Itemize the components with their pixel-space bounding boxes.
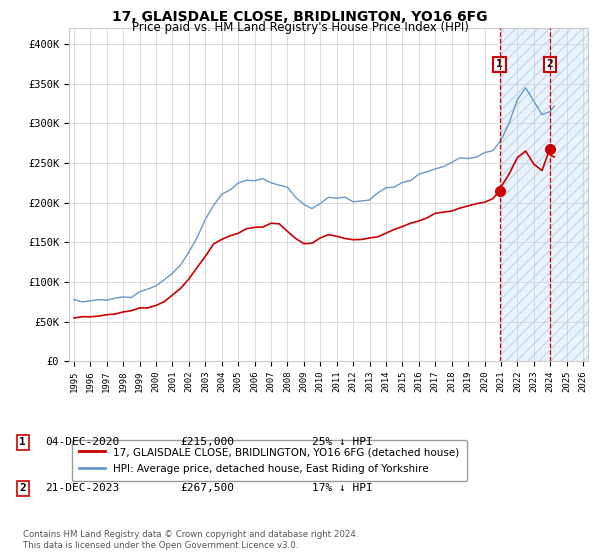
Text: £215,000: £215,000 <box>180 437 234 447</box>
Text: 2: 2 <box>547 59 553 69</box>
Text: 2: 2 <box>19 483 26 493</box>
Legend: 17, GLAISDALE CLOSE, BRIDLINGTON, YO16 6FG (detached house), HPI: Average price,: 17, GLAISDALE CLOSE, BRIDLINGTON, YO16 6… <box>71 440 467 481</box>
Text: 17, GLAISDALE CLOSE, BRIDLINGTON, YO16 6FG: 17, GLAISDALE CLOSE, BRIDLINGTON, YO16 6… <box>112 10 488 24</box>
Text: This data is licensed under the Open Government Licence v3.0.: This data is licensed under the Open Gov… <box>23 541 298 550</box>
Bar <box>500 28 588 361</box>
Text: 17% ↓ HPI: 17% ↓ HPI <box>312 483 373 493</box>
Text: 1: 1 <box>19 437 26 447</box>
Text: 21-DEC-2023: 21-DEC-2023 <box>45 483 119 493</box>
Text: £267,500: £267,500 <box>180 483 234 493</box>
Text: Price paid vs. HM Land Registry's House Price Index (HPI): Price paid vs. HM Land Registry's House … <box>131 21 469 34</box>
Bar <box>500 28 588 361</box>
Text: 04-DEC-2020: 04-DEC-2020 <box>45 437 119 447</box>
Text: 1: 1 <box>496 59 503 69</box>
Text: 25% ↓ HPI: 25% ↓ HPI <box>312 437 373 447</box>
Text: Contains HM Land Registry data © Crown copyright and database right 2024.: Contains HM Land Registry data © Crown c… <box>23 530 358 539</box>
